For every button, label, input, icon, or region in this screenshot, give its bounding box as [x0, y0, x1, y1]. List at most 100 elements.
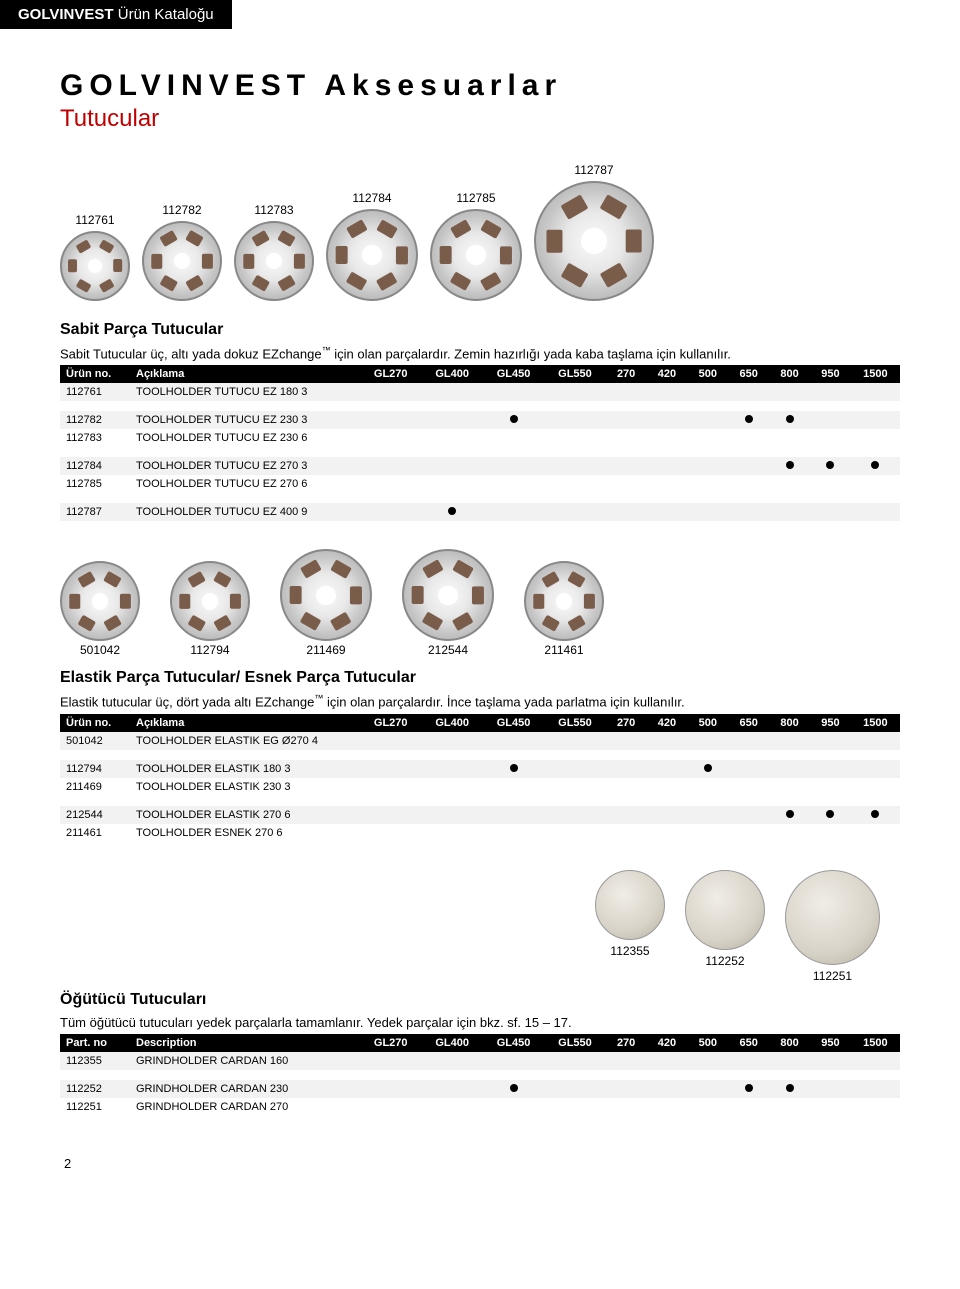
compat-cell [851, 383, 900, 401]
compat-cell [769, 475, 810, 493]
column-header: 1500 [851, 1034, 900, 1052]
product-figure: 211461 [524, 561, 604, 661]
disc-icon [60, 231, 130, 301]
figure-label: 112785 [456, 191, 495, 205]
product-id: 112251 [60, 1098, 130, 1116]
product-name: TOOLHOLDER ELASTIK 230 3 [130, 778, 360, 796]
compat-cell [606, 1080, 647, 1098]
compat-cell [647, 1052, 688, 1070]
product-id: 212544 [60, 806, 130, 824]
column-header: 420 [647, 365, 688, 383]
compat-cell [606, 503, 647, 521]
compat-cell [810, 457, 851, 475]
compat-cell [544, 429, 605, 447]
column-header: 1500 [851, 365, 900, 383]
dot-marker [871, 461, 879, 469]
compat-cell [851, 760, 900, 778]
compat-cell [483, 760, 544, 778]
compat-cell [728, 411, 769, 429]
column-header: GL550 [544, 714, 605, 732]
product-name: TOOLHOLDER ELASTIK EG Ø270 4 [130, 732, 360, 750]
compat-cell [810, 429, 851, 447]
column-header: 500 [687, 365, 728, 383]
product-name: TOOLHOLDER TUTUCU EZ 270 3 [130, 457, 360, 475]
compat-cell [647, 429, 688, 447]
figure-label: 112783 [254, 203, 293, 217]
compat-cell [851, 429, 900, 447]
column-header: GL550 [544, 1034, 605, 1052]
compat-cell [728, 457, 769, 475]
product-figure: 112784 [326, 189, 418, 301]
product-id: 501042 [60, 732, 130, 750]
compat-cell [769, 1098, 810, 1116]
compat-cell [421, 411, 482, 429]
compat-cell [687, 429, 728, 447]
dot-marker [786, 810, 794, 818]
compat-cell [483, 806, 544, 824]
disc-icon [170, 561, 250, 641]
compat-cell [687, 503, 728, 521]
column-header: Açıklama [130, 714, 360, 732]
compat-cell [360, 806, 421, 824]
compat-cell [810, 1098, 851, 1116]
compat-cell [606, 806, 647, 824]
compat-cell [421, 457, 482, 475]
compat-cell [544, 457, 605, 475]
compat-cell [360, 411, 421, 429]
compat-cell [647, 457, 688, 475]
figure-label: 211469 [306, 643, 345, 657]
compat-cell [728, 1052, 769, 1070]
column-header: GL450 [483, 365, 544, 383]
product-name: TOOLHOLDER TUTUCU EZ 230 3 [130, 411, 360, 429]
column-header: 500 [687, 714, 728, 732]
column-header: Ürün no. [60, 714, 130, 732]
compat-cell [544, 824, 605, 842]
product-id: 112783 [60, 429, 130, 447]
product-figure: 112794 [170, 561, 250, 661]
product-name: GRINDHOLDER CARDAN 230 [130, 1080, 360, 1098]
column-header: 270 [606, 365, 647, 383]
section2-title: Elastik Parça Tutucular/ Esnek Parça Tut… [60, 669, 900, 687]
compat-cell [769, 383, 810, 401]
table-row: 112794TOOLHOLDER ELASTIK 180 3 [60, 760, 900, 778]
product-figure: 211469 [280, 549, 372, 661]
compat-cell [769, 503, 810, 521]
column-header: 950 [810, 714, 851, 732]
section3-images: 112355112252112251 [60, 870, 900, 983]
compat-cell [647, 824, 688, 842]
disc-icon [402, 549, 494, 641]
disc-icon [60, 561, 140, 641]
compat-cell [769, 778, 810, 796]
compat-cell [769, 806, 810, 824]
compat-cell [421, 503, 482, 521]
compat-cell [810, 760, 851, 778]
compat-cell [360, 778, 421, 796]
table-row: 112252GRINDHOLDER CARDAN 230 [60, 1080, 900, 1098]
table-row: 112784TOOLHOLDER TUTUCU EZ 270 3 [60, 457, 900, 475]
compat-cell [810, 503, 851, 521]
dot-marker [745, 415, 753, 423]
compat-cell [421, 475, 482, 493]
section3-desc: Tüm öğütücü tutucuları yedek parçalarla … [60, 1015, 900, 1030]
compat-cell [687, 1098, 728, 1116]
compat-cell [728, 383, 769, 401]
disc-icon [234, 221, 314, 301]
compat-cell [687, 760, 728, 778]
compat-cell [360, 824, 421, 842]
product-id: 112794 [60, 760, 130, 778]
table-row: 112355GRINDHOLDER CARDAN 160 [60, 1052, 900, 1070]
column-header: Açıklama [130, 365, 360, 383]
compat-cell [810, 383, 851, 401]
compat-cell [483, 475, 544, 493]
compat-cell [421, 778, 482, 796]
section1-table: Ürün no.AçıklamaGL270GL400GL450GL5502704… [60, 365, 900, 521]
compat-cell [544, 778, 605, 796]
compat-cell [851, 503, 900, 521]
column-header: GL270 [360, 365, 421, 383]
compat-cell [851, 1052, 900, 1070]
compat-cell [769, 1052, 810, 1070]
compat-cell [606, 475, 647, 493]
disc-icon [595, 870, 665, 940]
product-name: TOOLHOLDER TUTUCU EZ 230 6 [130, 429, 360, 447]
compat-cell [851, 1098, 900, 1116]
